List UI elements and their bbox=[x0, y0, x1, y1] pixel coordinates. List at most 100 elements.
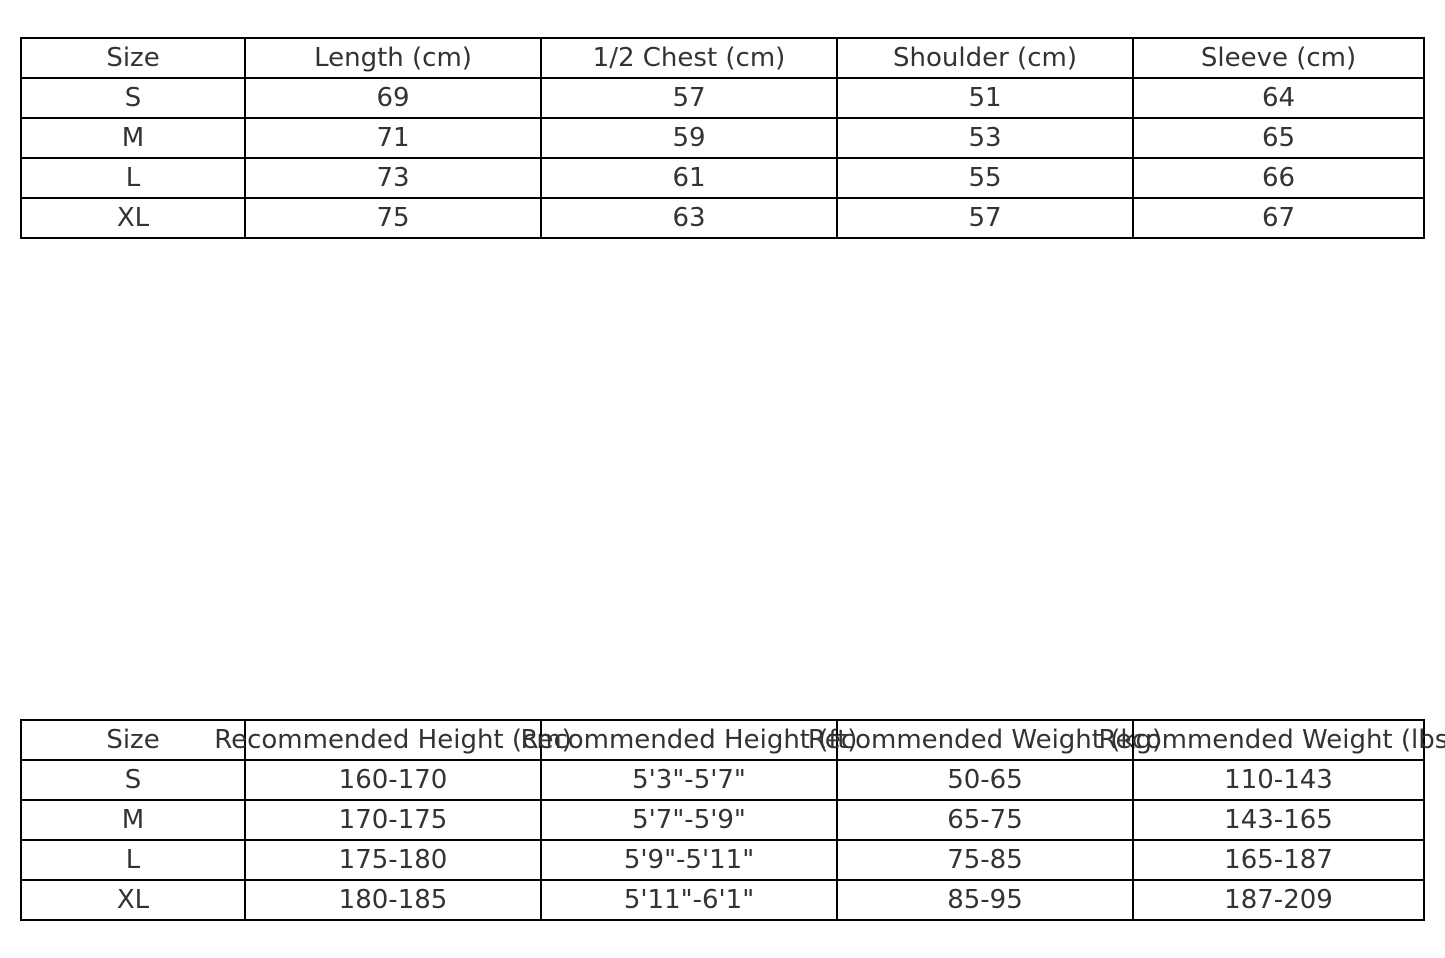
cell-text: 180-185 bbox=[338, 885, 448, 915]
cell-text: 165-187 bbox=[1224, 845, 1333, 875]
table-cell: 71 bbox=[244, 119, 540, 157]
cell-text: 170-175 bbox=[338, 805, 448, 835]
cell-text: Length (cm) bbox=[314, 43, 472, 73]
cell-text: Recommended Weight (kg) bbox=[807, 725, 1163, 755]
table-row: L 175-180 5'9"-5'11" 75-85 165-187 bbox=[22, 839, 1423, 879]
cell-text: Size bbox=[106, 43, 160, 73]
table-cell: 160-170 bbox=[244, 761, 540, 799]
cell-text: 59 bbox=[672, 123, 706, 153]
cell-text: 57 bbox=[672, 83, 706, 113]
header-cell: Size bbox=[22, 721, 244, 759]
table-cell: 180-185 bbox=[244, 881, 540, 919]
cell-text: 63 bbox=[672, 203, 706, 233]
cell-text: M bbox=[121, 123, 145, 153]
cell-text: 160-170 bbox=[338, 765, 448, 795]
cell-text: 85-95 bbox=[947, 885, 1023, 915]
cell-text: 1/2 Chest (cm) bbox=[592, 43, 786, 73]
table-cell: M bbox=[22, 119, 244, 157]
table-cell: 110-143 bbox=[1132, 761, 1423, 799]
cell-text: L bbox=[125, 845, 141, 875]
table-cell: M bbox=[22, 801, 244, 839]
table-cell: 73 bbox=[244, 159, 540, 197]
table-cell: 55 bbox=[836, 159, 1132, 197]
header-cell: Recommended Weight (kg) bbox=[808, 721, 1162, 759]
header-cell: Recommended Weight (lbs) bbox=[1099, 721, 1445, 759]
header-cell: Length (cm) bbox=[244, 39, 540, 77]
cell-text: Size bbox=[106, 725, 160, 755]
measurements-table: Size Length (cm) 1/2 Chest (cm) Shoulder (c… bbox=[20, 37, 1425, 239]
table-cell: S bbox=[22, 761, 244, 799]
header-cell: Sleeve (cm) bbox=[1132, 39, 1423, 77]
table-cell: 75 bbox=[244, 199, 540, 237]
cell-text: 75 bbox=[376, 203, 410, 233]
cell-text: 5'3"-5'7" bbox=[632, 765, 746, 795]
cell-text: 64 bbox=[1261, 83, 1296, 113]
table-cell: 57 bbox=[836, 199, 1132, 237]
table-row: L 73 61 55 66 bbox=[22, 157, 1423, 197]
table-cell: 143-165 bbox=[1132, 801, 1423, 839]
cell-text: Sleeve (cm) bbox=[1200, 43, 1357, 73]
table-row: M 170-175 5'7"-5'9" 65-75 143-165 bbox=[22, 799, 1423, 839]
cell-text: S bbox=[124, 83, 142, 113]
cell-text: S bbox=[124, 765, 142, 795]
cell-text: 55 bbox=[968, 163, 1002, 193]
table-cell: XL bbox=[22, 199, 244, 237]
table-cell: XL bbox=[22, 881, 244, 919]
table-cell: 65 bbox=[1132, 119, 1423, 157]
header-cell: Shoulder (cm) bbox=[836, 39, 1132, 77]
table-cell: 59 bbox=[540, 119, 836, 157]
header-cell: 1/2 Chest (cm) bbox=[540, 39, 836, 77]
header-row: Size Length (cm) 1/2 Chest (cm) Shoulder (c… bbox=[22, 39, 1423, 77]
cell-text: M bbox=[121, 805, 145, 835]
cell-text: 73 bbox=[376, 163, 410, 193]
table-cell: L bbox=[22, 841, 244, 879]
cell-text: 110-143 bbox=[1224, 765, 1333, 795]
table-cell: 5'7"-5'9" bbox=[540, 801, 836, 839]
cell-text: 175-180 bbox=[338, 845, 448, 875]
cell-text: 5'9"-5'11" bbox=[623, 845, 755, 875]
cell-text: 67 bbox=[1261, 203, 1296, 233]
cell-text: 5'7"-5'9" bbox=[632, 805, 746, 835]
table-cell: 170-175 bbox=[244, 801, 540, 839]
cell-text: 66 bbox=[1261, 163, 1296, 193]
table-cell: 63 bbox=[540, 199, 836, 237]
table-row: XL 180-185 5'11"-6'1" 85-95 187-209 bbox=[22, 879, 1423, 919]
cell-text: 143-165 bbox=[1224, 805, 1333, 835]
cell-text: 50-65 bbox=[947, 765, 1023, 795]
table-cell: 165-187 bbox=[1132, 841, 1423, 879]
table-cell: 61 bbox=[540, 159, 836, 197]
table-cell: 187-209 bbox=[1132, 881, 1423, 919]
cell-text: Recommended Weight (lbs) bbox=[1098, 725, 1445, 755]
table-cell: 51 bbox=[836, 79, 1132, 117]
table-cell: S bbox=[22, 79, 244, 117]
cell-text: 65-75 bbox=[947, 805, 1023, 835]
cell-text: 75-85 bbox=[947, 845, 1023, 875]
cell-text: 5'11"-6'1" bbox=[623, 885, 755, 915]
table-cell: 53 bbox=[836, 119, 1132, 157]
table-cell: 67 bbox=[1132, 199, 1423, 237]
table-cell: 5'11"-6'1" bbox=[540, 881, 836, 919]
header-cell: Size bbox=[22, 39, 244, 77]
table-cell: 64 bbox=[1132, 79, 1423, 117]
table-cell: 5'9"-5'11" bbox=[540, 841, 836, 879]
cell-text: Shoulder (cm) bbox=[893, 43, 1077, 73]
cell-text: XL bbox=[116, 885, 150, 915]
table-row: S 69 57 51 64 bbox=[22, 77, 1423, 117]
cell-text: XL bbox=[116, 203, 150, 233]
cell-text: 71 bbox=[376, 123, 410, 153]
cell-text: 61 bbox=[672, 163, 706, 193]
table-cell: 65-75 bbox=[836, 801, 1132, 839]
table-cell: 175-180 bbox=[244, 841, 540, 879]
table-cell: 50-65 bbox=[836, 761, 1132, 799]
table-cell: 85-95 bbox=[836, 881, 1132, 919]
cell-text: Recommended Height (ft) bbox=[520, 725, 858, 755]
cell-text: 51 bbox=[968, 83, 1002, 113]
table-cell: 66 bbox=[1132, 159, 1423, 197]
table-cell: 5'3"-5'7" bbox=[540, 761, 836, 799]
cell-text: 57 bbox=[968, 203, 1002, 233]
cell-text: Recommended Height (cm) bbox=[214, 725, 572, 755]
header-cell: Recommended Height (cm) bbox=[214, 721, 572, 759]
table-cell: 75-85 bbox=[836, 841, 1132, 879]
table-row: M 71 59 53 65 bbox=[22, 117, 1423, 157]
table-row: XL 75 63 57 67 bbox=[22, 197, 1423, 237]
